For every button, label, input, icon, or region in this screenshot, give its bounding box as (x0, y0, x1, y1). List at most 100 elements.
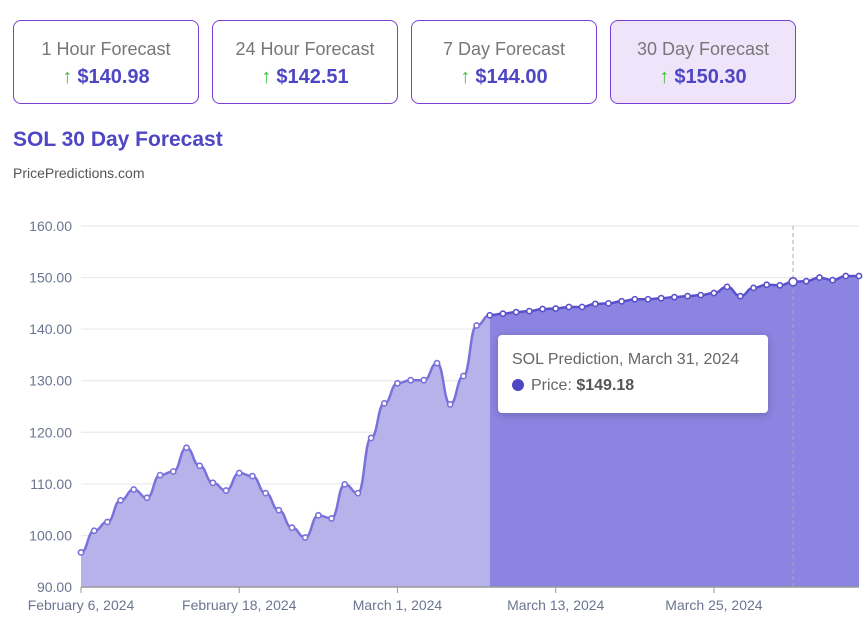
data-point (750, 284, 757, 292)
arrow-up-icon: ↑ (659, 66, 670, 88)
data-point (723, 283, 731, 291)
data-point (183, 444, 190, 452)
data-point (512, 308, 520, 316)
card-label: 7 Day Forecast (442, 39, 566, 59)
card-value: $140.98 (77, 66, 150, 88)
x-tick-label: March 13, 2024 (507, 597, 604, 613)
y-tick-label: 130.00 (29, 373, 72, 389)
y-tick-label: 120.00 (29, 424, 72, 440)
tooltip-title: SOL Prediction, March 31, 2024 (512, 351, 740, 368)
data-point (788, 277, 798, 287)
data-point (407, 376, 415, 384)
y-tick-label: 160.00 (29, 218, 72, 234)
data-point (539, 305, 546, 313)
data-point (328, 515, 335, 522)
data-point (802, 277, 810, 285)
data-point (473, 322, 480, 329)
forecast-cards: 1 Hour Forecast ↑ $140.98 24 Hour Forecast… (13, 20, 796, 104)
data-point (829, 276, 837, 284)
y-tick-label: 90.00 (37, 579, 72, 595)
tooltip-label: Price: (531, 377, 572, 394)
data-point (565, 303, 573, 311)
data-point (275, 506, 283, 514)
data-point (222, 487, 230, 494)
x-tick-label: February 18, 2024 (182, 597, 297, 613)
history-area (81, 315, 490, 587)
data-point (156, 471, 164, 479)
data-point (460, 372, 467, 380)
data-point (394, 379, 401, 387)
data-point (235, 469, 243, 477)
data-point (420, 376, 428, 384)
data-point (169, 468, 177, 475)
y-tick-label: 110.00 (30, 476, 72, 492)
forecast-area (489, 276, 859, 587)
data-point (499, 310, 507, 318)
data-point (288, 524, 296, 532)
y-tick-label: 100.00 (29, 527, 72, 543)
tooltip-value: $149.18 (576, 377, 635, 394)
data-point (196, 462, 204, 470)
data-point (644, 295, 652, 303)
data-point (117, 496, 124, 504)
card-value: $142.51 (276, 66, 349, 88)
data-point (684, 292, 691, 300)
arrow-up-icon: ↑ (261, 66, 272, 88)
card-label: 30 Day Forecast (636, 39, 770, 59)
data-point (262, 489, 270, 497)
data-point (842, 272, 850, 280)
card-label: 1 Hour Forecast (41, 39, 171, 59)
data-point (657, 294, 665, 302)
data-point (433, 359, 441, 367)
data-point (486, 311, 494, 319)
data-point (552, 305, 560, 312)
card-7-day[interactable]: 7 Day Forecast ↑ $144.00 (411, 20, 597, 104)
data-point (525, 307, 533, 315)
chart-subtitle: PricePredictions.com (13, 165, 145, 181)
tooltip: SOL Prediction, March 31, 2024 Price: $1… (498, 335, 768, 413)
arrow-up-icon: ↑ (460, 66, 471, 88)
data-point (736, 292, 744, 300)
data-point (631, 295, 639, 303)
chart-title: SOL 30 Day Forecast (13, 128, 223, 151)
data-point (670, 293, 678, 301)
data-point (301, 534, 309, 541)
card-label: 24 Hour Forecast (235, 39, 375, 59)
data-point (314, 511, 322, 519)
x-tick-label: February 6, 2024 (28, 597, 135, 613)
data-point (763, 281, 771, 289)
x-tick-label: March 1, 2024 (353, 597, 443, 613)
data-point (816, 274, 823, 281)
data-point (591, 300, 599, 308)
card-value: $144.00 (475, 66, 548, 88)
y-tick-label: 140.00 (29, 321, 72, 337)
data-point (710, 289, 718, 297)
data-point (578, 303, 586, 311)
x-tick-label: March 25, 2024 (665, 597, 762, 613)
arrow-up-icon: ↑ (62, 66, 73, 88)
card-value: $150.30 (674, 66, 747, 88)
data-point (354, 489, 362, 497)
data-point (130, 486, 138, 493)
data-point (90, 527, 98, 535)
data-point (341, 480, 349, 488)
data-point (77, 549, 85, 556)
data-point (446, 401, 454, 408)
data-point (380, 400, 388, 407)
data-point (776, 281, 784, 289)
data-point (103, 518, 111, 526)
data-point (143, 494, 151, 502)
data-point (697, 291, 705, 299)
data-point (209, 479, 217, 487)
card-1-hour[interactable]: 1 Hour Forecast ↑ $140.98 (13, 20, 199, 104)
series-dot-icon (512, 379, 524, 391)
data-point (367, 434, 375, 442)
card-24-hour[interactable]: 24 Hour Forecast ↑ $142.51 (212, 20, 398, 104)
data-point (618, 297, 626, 305)
card-30-day[interactable]: 30 Day Forecast ↑ $150.30 (610, 20, 796, 104)
y-tick-label: 150.00 (29, 270, 72, 286)
data-point (605, 299, 612, 307)
data-point (855, 272, 863, 280)
data-point (249, 472, 256, 480)
